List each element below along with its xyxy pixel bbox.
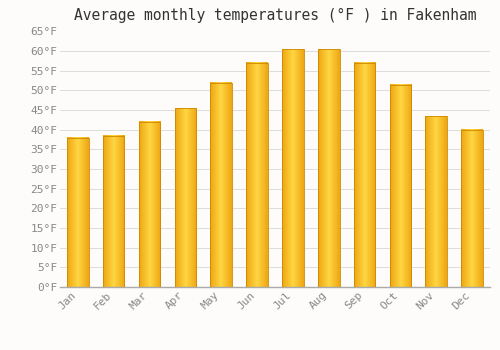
Bar [462, 130, 483, 287]
Bar [318, 49, 340, 287]
Bar [103, 136, 124, 287]
Bar [390, 85, 411, 287]
Title: Average monthly temperatures (°F ) in Fakenham: Average monthly temperatures (°F ) in Fa… [74, 8, 476, 23]
Bar [139, 122, 160, 287]
Bar [67, 138, 88, 287]
Bar [282, 49, 304, 287]
Bar [354, 63, 376, 287]
Bar [210, 83, 232, 287]
Bar [246, 63, 268, 287]
Bar [174, 108, 196, 287]
Bar [426, 116, 447, 287]
